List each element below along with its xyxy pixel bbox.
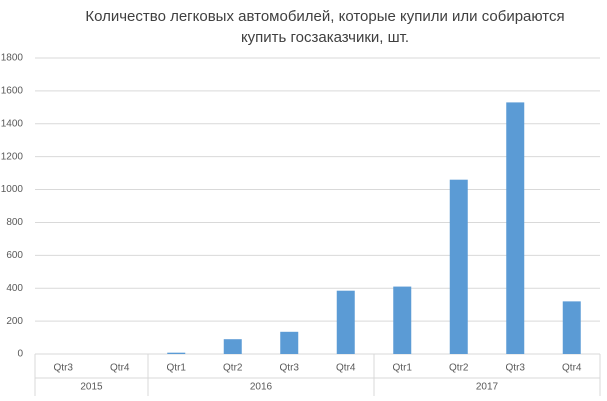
y-tick-label: 600 — [6, 250, 23, 261]
x-tick-label: Qtr2 — [223, 363, 243, 374]
bar — [506, 102, 525, 355]
group-label: 2017 — [476, 382, 499, 393]
x-tick-label: Qtr3 — [280, 363, 300, 374]
bar — [562, 301, 581, 354]
x-tick-label: Qtr4 — [110, 363, 130, 374]
bar — [449, 179, 468, 354]
bar — [223, 339, 242, 354]
group-label: 2015 — [80, 382, 103, 393]
y-tick-label: 0 — [17, 349, 23, 360]
x-tick-label: Qtr3 — [54, 363, 74, 374]
bar — [336, 290, 355, 354]
chart-title: купить госзаказчики, шт. — [241, 29, 409, 46]
x-tick-label: Qtr3 — [506, 363, 526, 374]
y-tick-label: 1800 — [1, 53, 24, 64]
y-tick-label: 1200 — [1, 151, 24, 162]
x-tick-label: Qtr2 — [449, 363, 469, 374]
x-tick-label: Qtr4 — [336, 363, 356, 374]
bar — [393, 286, 412, 354]
x-tick-label: Qtr1 — [167, 363, 187, 374]
bar — [167, 352, 186, 354]
x-tick-label: Qtr1 — [393, 363, 413, 374]
group-label: 2016 — [250, 382, 273, 393]
x-tick-label: Qtr4 — [562, 363, 582, 374]
y-tick-label: 1000 — [1, 184, 24, 195]
bar — [280, 331, 299, 354]
y-tick-label: 1400 — [1, 118, 24, 129]
chart-title: Количество легковых автомобилей, которые… — [85, 8, 564, 25]
y-tick-label: 800 — [6, 217, 23, 228]
y-tick-label: 400 — [6, 283, 23, 294]
y-tick-label: 200 — [6, 316, 23, 327]
y-tick-label: 1600 — [1, 86, 24, 97]
